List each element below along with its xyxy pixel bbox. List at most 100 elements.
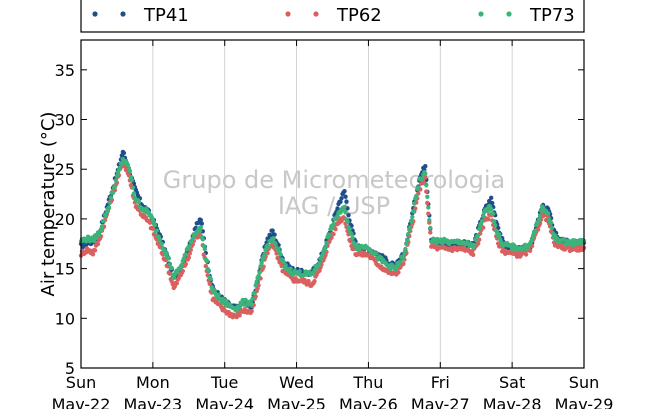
data-point xyxy=(412,201,417,206)
data-point xyxy=(491,211,496,216)
legend-marker xyxy=(506,11,512,17)
legend: TP41 TP62 TP73 xyxy=(80,0,585,33)
data-point xyxy=(96,232,102,237)
x-tick-label-day: Sat xyxy=(499,373,525,392)
data-point xyxy=(532,228,538,233)
data-point xyxy=(374,251,379,256)
data-point xyxy=(147,220,153,225)
data-point xyxy=(396,270,401,275)
data-point xyxy=(288,266,293,271)
data-point xyxy=(159,241,164,247)
x-tick-label-day: Wed xyxy=(279,373,314,392)
data-point xyxy=(95,241,101,247)
data-point xyxy=(107,200,113,205)
data-point xyxy=(342,189,347,194)
series-TP73 xyxy=(78,157,587,313)
data-point xyxy=(258,264,263,269)
data-point xyxy=(281,259,286,265)
data-point xyxy=(108,195,114,200)
data-point xyxy=(187,244,192,249)
legend-label: TP41 xyxy=(143,5,189,26)
data-point xyxy=(416,185,421,190)
data-point xyxy=(497,232,502,237)
data-point xyxy=(317,261,322,266)
y-axis: 5 10 15 20 25 30 35 xyxy=(55,61,584,378)
data-point xyxy=(545,211,551,216)
data-point xyxy=(331,231,336,237)
data-point xyxy=(424,182,429,188)
data-point xyxy=(408,224,413,230)
data-point xyxy=(471,252,476,257)
data-point xyxy=(181,256,186,261)
data-point xyxy=(476,233,481,238)
legend-marker xyxy=(285,11,291,17)
data-point xyxy=(157,237,162,242)
data-point xyxy=(546,216,552,222)
legend-marker xyxy=(120,11,126,17)
data-point xyxy=(154,228,159,233)
data-point xyxy=(423,171,428,176)
plot-frame xyxy=(80,39,585,369)
data-point xyxy=(113,178,119,183)
data-point xyxy=(339,196,344,201)
data-point xyxy=(278,252,283,257)
data-point xyxy=(204,259,209,264)
data-point xyxy=(180,268,185,274)
data-point xyxy=(127,169,133,174)
data-point xyxy=(117,165,123,170)
x-tick-label-day: Sun xyxy=(66,373,96,392)
data-point xyxy=(331,222,336,227)
data-point xyxy=(411,209,416,214)
data-point xyxy=(249,309,254,314)
data-point xyxy=(406,231,411,237)
data-point xyxy=(401,256,406,261)
data-point xyxy=(253,283,258,288)
data-point xyxy=(492,219,497,224)
data-point xyxy=(150,217,156,223)
data-point xyxy=(490,200,495,206)
data-point xyxy=(409,219,414,224)
data-point xyxy=(481,213,486,219)
data-point xyxy=(250,296,255,301)
data-point xyxy=(252,290,257,296)
data-point xyxy=(476,241,481,246)
data-point xyxy=(273,242,278,247)
data-point xyxy=(187,251,192,256)
data-point xyxy=(130,185,136,190)
data-point xyxy=(474,237,479,242)
legend-label: TP62 xyxy=(336,5,382,26)
data-point xyxy=(202,246,207,252)
x-tick-label-day: Fri xyxy=(431,373,450,392)
data-point xyxy=(112,184,118,189)
x-tick-label-date: Mav-28 xyxy=(483,395,542,409)
data-point xyxy=(101,218,107,224)
data-point xyxy=(398,259,403,264)
data-point xyxy=(537,213,543,218)
data-point xyxy=(345,219,350,224)
y-tick-label: 25 xyxy=(55,160,75,179)
data-point xyxy=(167,262,172,267)
x-tick-label-date: Mav-22 xyxy=(52,395,111,409)
data-point xyxy=(297,269,302,274)
data-point xyxy=(523,252,529,257)
data-point xyxy=(324,240,329,246)
data-point xyxy=(110,190,116,195)
data-point xyxy=(114,173,120,179)
data-point xyxy=(323,245,328,250)
data-point xyxy=(330,226,335,231)
data-point xyxy=(489,195,494,200)
y-tick-label: 5 xyxy=(65,359,75,378)
data-point xyxy=(425,200,430,206)
data-point xyxy=(493,223,498,228)
data-point xyxy=(206,268,211,273)
data-point xyxy=(259,260,264,265)
data-point xyxy=(262,252,267,257)
x-tick-label-day: Tue xyxy=(210,373,238,392)
data-point xyxy=(183,261,188,267)
data-point xyxy=(198,225,203,230)
data-point xyxy=(207,281,212,286)
data-point xyxy=(92,248,98,253)
data-point xyxy=(121,150,127,156)
data-point xyxy=(480,218,485,223)
